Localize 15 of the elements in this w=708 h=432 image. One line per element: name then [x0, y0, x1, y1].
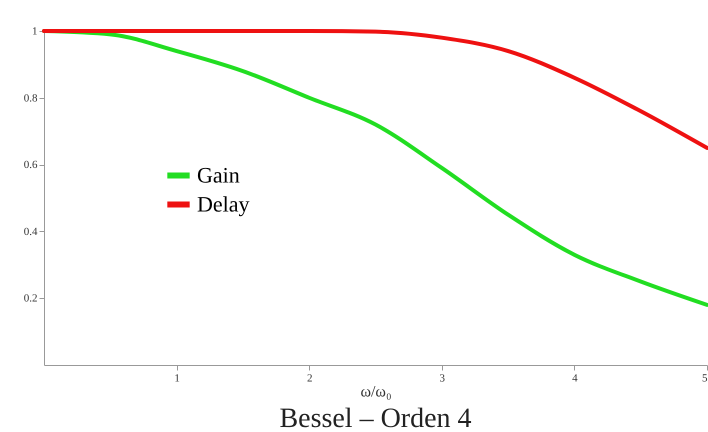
x-axis-title: ω/ω₀ [360, 384, 392, 400]
y-tick-label: 0.8 [24, 92, 38, 104]
x-tick-label: 2 [306, 372, 312, 384]
x-tick-label: 3 [440, 372, 446, 384]
line-series [42, 29, 708, 150]
x-tick-label: 4 [572, 372, 578, 384]
x-tick-label: 1 [174, 372, 180, 384]
text: Bessel – Orden 4 [279, 403, 472, 432]
y-tick-label: 1 [32, 26, 38, 38]
y-tick-label: 0.4 [24, 226, 38, 238]
legend-label: Gain [197, 162, 240, 188]
x-tick-label: 5 [702, 372, 708, 384]
y-tick-label: 0.6 [24, 159, 38, 172]
y-tick-label: 0.2 [24, 292, 38, 305]
legend-label: Delay [197, 192, 250, 216]
